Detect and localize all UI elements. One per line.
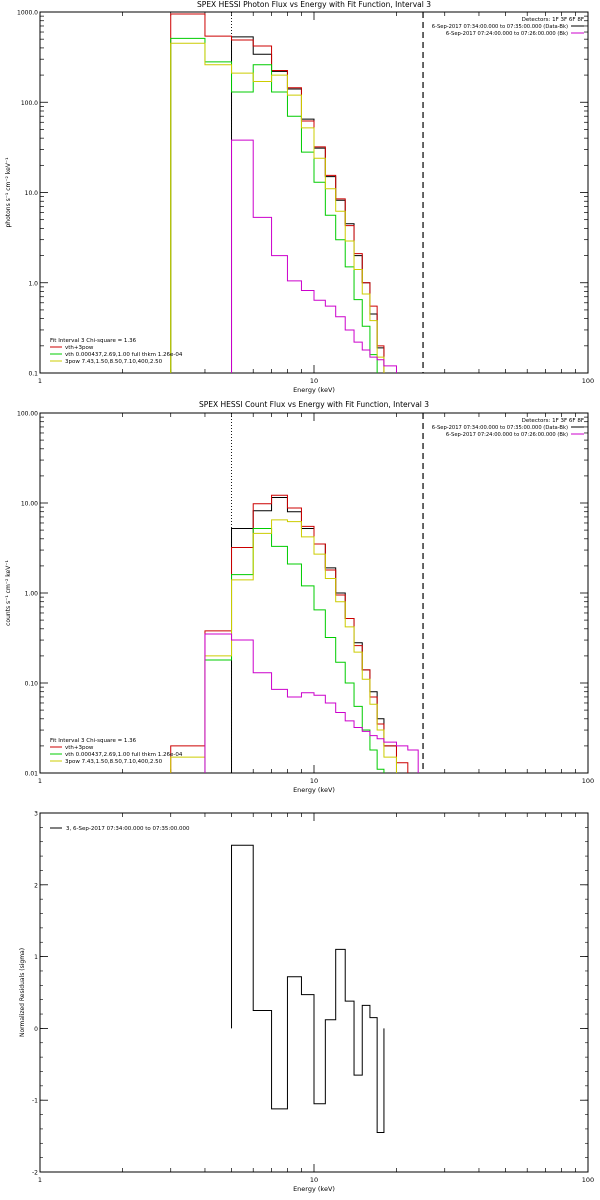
y-tick-label: 10.00 (21, 501, 38, 508)
x-tick-label: 100 (582, 377, 594, 385)
y-axis-label: Normalized Residuals (sigma) (19, 948, 26, 1037)
x-tick-label: 1 (38, 1176, 42, 1184)
x-axis-label: Energy (keV) (293, 1185, 335, 1193)
y-axis-label: photons s⁻¹ cm⁻² keV⁻¹ (5, 157, 12, 228)
x-tick-label: 10 (310, 1176, 318, 1184)
y-axis-label: counts s⁻¹ cm⁻² keV⁻¹ (5, 560, 12, 626)
panel-1: SPEX HESSI Photon Flux vs Energy with Fi… (5, 0, 594, 394)
fit-legend-entry: vth+3pow (65, 745, 94, 751)
time-legend-entry: 6-Sep-2017 07:34:00.000 to 07:35:00.000 … (432, 425, 568, 431)
x-tick-label: 1 (38, 377, 42, 385)
x-tick-label: 100 (582, 777, 594, 785)
x-axis-label: Energy (keV) (293, 386, 335, 394)
y-tick-label: 10.0 (25, 190, 39, 197)
x-tick-label: 10 (310, 777, 318, 785)
y-tick-label: -1 (32, 1098, 38, 1105)
fit-legend-entry: 3pow 7.43,1.50,8.50,7.10,400,2.50 (65, 759, 163, 765)
y-tick-label: 0 (34, 1026, 38, 1033)
chart-title: SPEX HESSI Count Flux vs Energy with Fit… (199, 400, 429, 409)
y-tick-label: 3 (34, 811, 38, 818)
series-residuals (231, 844, 385, 1134)
series-vth-3pow (170, 494, 409, 773)
series-3pow (170, 42, 385, 373)
y-tick-label: 2 (34, 882, 38, 889)
fit-legend-entry: vth+3pow (65, 345, 94, 351)
series-bk (231, 139, 397, 373)
plot-frame (39, 11, 589, 374)
x-tick-label: 100 (582, 1176, 594, 1184)
fit-legend-entry: vth 0.000437,2.69,1.00 full thkm 1.26e-0… (65, 752, 183, 758)
time-legend-entry: 6-Sep-2017 07:24:00.000 to 07:26:00.000 … (446, 31, 568, 37)
series-data-bk (231, 36, 385, 373)
residual-legend-entry: 3, 6-Sep-2017 07:34:00.000 to 07:35:00.0… (66, 826, 190, 832)
y-tick-label: 0.01 (25, 771, 39, 778)
time-legend-entry: 6-Sep-2017 07:34:00.000 to 07:35:00.000 … (432, 24, 568, 30)
y-tick-label: 1 (34, 954, 38, 961)
y-tick-label: -2 (32, 1170, 38, 1177)
y-tick-label: 1000.0 (17, 10, 38, 17)
fit-legend-entry: vth 0.000437,2.69,1.00 full thkm 1.26e-0… (65, 352, 183, 358)
y-tick-label: 100.0 (21, 100, 38, 107)
y-tick-label: 1.0 (28, 280, 38, 287)
x-axis-label: Energy (keV) (293, 786, 335, 794)
y-tick-label: 1.00 (25, 591, 39, 598)
detectors-label: Detectors: 1F 3F 6F 8F (522, 418, 584, 424)
detectors-label: Detectors: 1F 3F 6F 8F (522, 17, 584, 23)
y-tick-label: 0.10 (25, 681, 39, 688)
series-vth-3pow (170, 13, 385, 373)
series-3pow (170, 519, 397, 773)
series-vth (170, 37, 378, 373)
x-tick-label: 10 (310, 377, 318, 385)
panel-3: 1 10 100 Energy (keV) -2 -1 0 1 2 3 Normalized Res… (19, 811, 594, 1194)
fit-legend-entry: 3pow 7.43,1.50,8.50,7.10,400,2.50 (65, 359, 163, 365)
y-tick-label: 0.1 (28, 371, 38, 378)
fit-legend-header: Fit Interval 3 Chi-square = 1.36 (50, 338, 137, 344)
x-tick-label: 1 (38, 777, 42, 785)
series-bk (204, 633, 419, 773)
plot-frame (39, 812, 589, 1173)
panel-2: SPEX HESSI Count Flux vs Energy with Fit… (5, 400, 594, 794)
fit-legend-header: Fit Interval 3 Chi-square = 1.36 (50, 738, 137, 744)
chart-title: SPEX HESSI Photon Flux vs Energy with Fi… (197, 0, 431, 9)
y-tick-label: 100.00 (17, 411, 38, 418)
time-legend-entry: 6-Sep-2017 07:24:00.000 to 07:26:00.000 … (446, 432, 568, 438)
